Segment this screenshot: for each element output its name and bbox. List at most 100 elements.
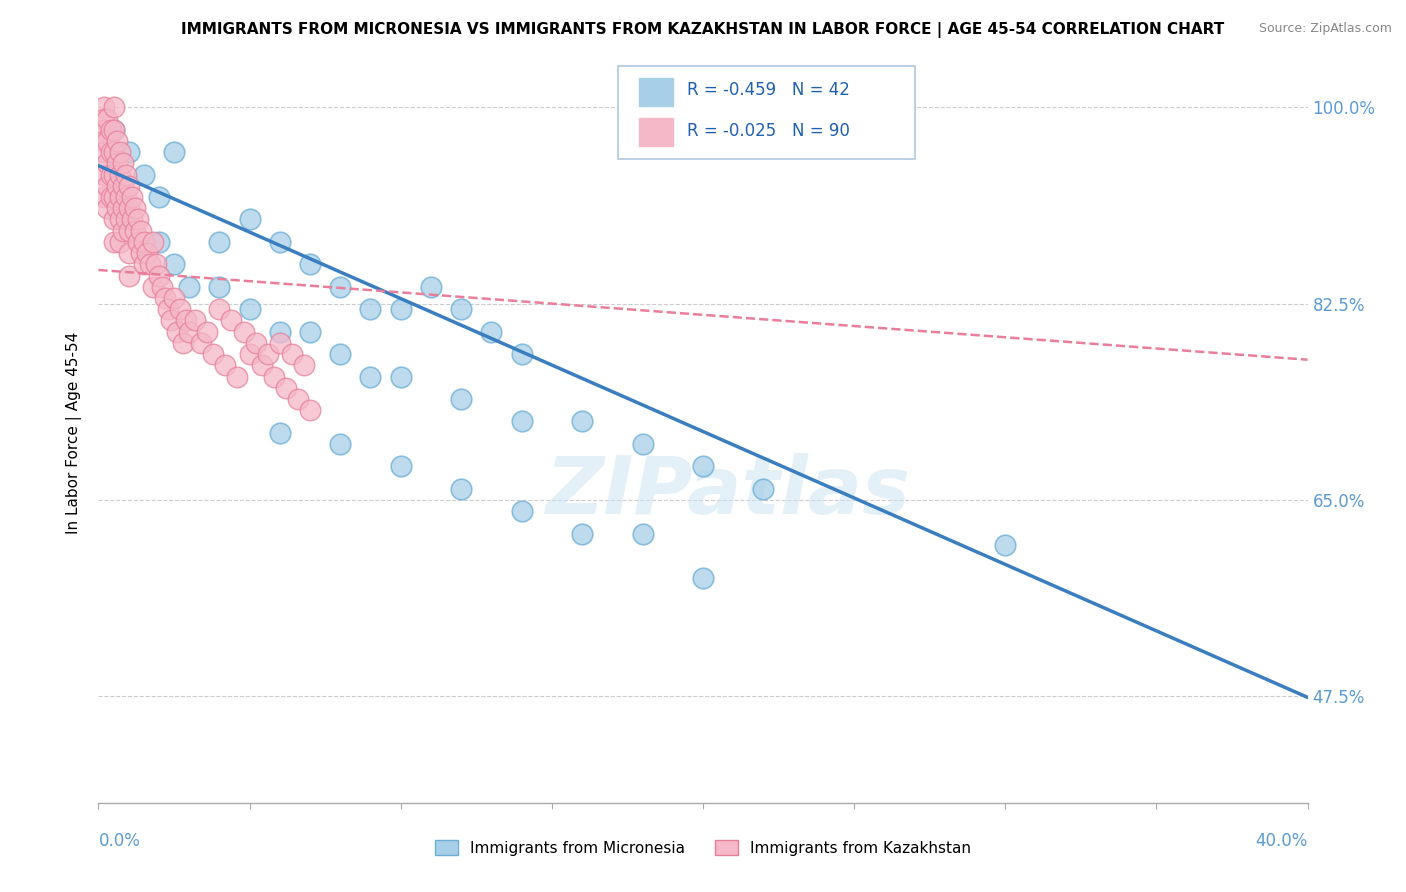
Bar xyxy=(638,119,673,146)
Point xyxy=(190,335,212,350)
Point xyxy=(287,392,309,406)
Point xyxy=(172,335,194,350)
Text: R = -0.459   N = 42: R = -0.459 N = 42 xyxy=(688,81,851,99)
Point xyxy=(184,313,207,327)
Point xyxy=(103,235,125,249)
Point xyxy=(100,190,122,204)
Point xyxy=(329,347,352,361)
Point xyxy=(214,359,236,373)
Point xyxy=(208,235,231,249)
Point xyxy=(118,224,141,238)
Point xyxy=(93,145,115,160)
Point xyxy=(127,212,149,227)
Point xyxy=(420,280,443,294)
Point xyxy=(105,156,128,170)
Point xyxy=(142,280,165,294)
Point xyxy=(103,168,125,182)
Point xyxy=(179,325,201,339)
Point xyxy=(118,201,141,215)
Point xyxy=(281,347,304,361)
Point xyxy=(299,325,322,339)
Point xyxy=(174,313,197,327)
Point xyxy=(299,257,322,271)
Point xyxy=(103,122,125,136)
Point xyxy=(208,302,231,317)
Text: ZIPatlas: ZIPatlas xyxy=(544,453,910,531)
Point xyxy=(96,112,118,126)
Point xyxy=(103,122,125,136)
Point xyxy=(103,190,125,204)
Point xyxy=(269,425,291,440)
Point xyxy=(132,235,155,249)
Point xyxy=(150,280,173,294)
Point xyxy=(481,325,503,339)
Point xyxy=(163,257,186,271)
Point xyxy=(111,201,134,215)
Text: 0.0%: 0.0% xyxy=(98,832,141,850)
FancyBboxPatch shape xyxy=(619,66,915,159)
Point xyxy=(450,392,472,406)
Point xyxy=(135,246,157,260)
Point xyxy=(100,168,122,182)
Point xyxy=(93,100,115,114)
Point xyxy=(571,414,593,428)
Point xyxy=(93,168,115,182)
Point xyxy=(239,302,262,317)
Y-axis label: In Labor Force | Age 45-54: In Labor Force | Age 45-54 xyxy=(66,332,83,533)
Point xyxy=(96,201,118,215)
Point xyxy=(631,437,654,451)
Point xyxy=(108,212,131,227)
Point xyxy=(96,178,118,193)
Point xyxy=(103,100,125,114)
Point xyxy=(329,280,352,294)
Point xyxy=(169,302,191,317)
Point xyxy=(631,526,654,541)
Point xyxy=(105,201,128,215)
Point xyxy=(510,504,533,518)
Point xyxy=(329,437,352,451)
Point xyxy=(299,403,322,417)
Point xyxy=(450,302,472,317)
Point xyxy=(100,122,122,136)
Point xyxy=(118,268,141,283)
Point xyxy=(105,134,128,148)
Point xyxy=(256,347,278,361)
Point xyxy=(510,347,533,361)
Point xyxy=(129,246,152,260)
Point xyxy=(118,145,141,160)
Point xyxy=(153,291,176,305)
Point xyxy=(111,178,134,193)
Point xyxy=(108,190,131,204)
Point xyxy=(571,526,593,541)
Point xyxy=(292,359,315,373)
Point xyxy=(105,178,128,193)
Point xyxy=(127,235,149,249)
Point xyxy=(166,325,188,339)
Point xyxy=(118,178,141,193)
Point xyxy=(132,257,155,271)
Point xyxy=(156,302,179,317)
Point xyxy=(93,112,115,126)
Point xyxy=(389,369,412,384)
Point xyxy=(269,235,291,249)
Point xyxy=(160,313,183,327)
Point xyxy=(163,291,186,305)
Text: Source: ZipAtlas.com: Source: ZipAtlas.com xyxy=(1258,22,1392,36)
Point xyxy=(114,190,136,204)
Point xyxy=(93,134,115,148)
Point xyxy=(118,246,141,260)
Point xyxy=(239,347,262,361)
Point xyxy=(132,168,155,182)
Point xyxy=(118,212,141,227)
Point xyxy=(752,482,775,496)
Point xyxy=(142,235,165,249)
Point xyxy=(103,145,125,160)
Point xyxy=(93,190,115,204)
Point xyxy=(121,212,143,227)
Point xyxy=(108,235,131,249)
Point xyxy=(360,302,382,317)
Point xyxy=(111,224,134,238)
Legend: Immigrants from Micronesia, Immigrants from Kazakhstan: Immigrants from Micronesia, Immigrants f… xyxy=(429,834,977,862)
Point xyxy=(96,156,118,170)
Point xyxy=(250,359,273,373)
